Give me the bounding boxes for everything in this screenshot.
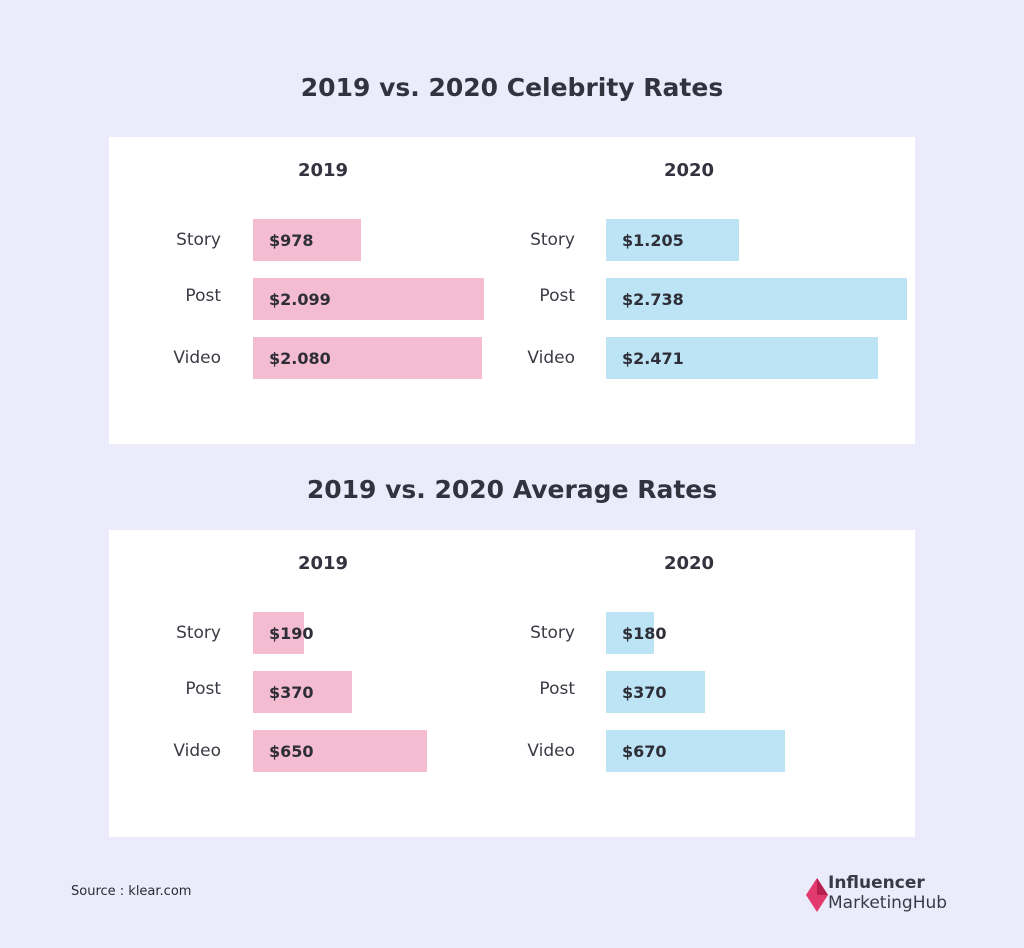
chart-panel-celebrity: 2019 2020 Story Post Video Story Post Vi…	[109, 137, 915, 444]
bar-2020-video: $2.471	[606, 337, 878, 379]
category-label-story: Story	[530, 623, 575, 643]
category-label-post: Post	[185, 679, 221, 699]
category-label-post: Post	[539, 679, 575, 699]
bar-2019-video: $650	[253, 730, 427, 772]
brand-logo: Influencer MarketingHub	[806, 872, 976, 918]
bar-2020-story: $180	[606, 612, 667, 654]
bar-2019-story: $190	[253, 612, 314, 654]
bar-2020-video: $670	[606, 730, 785, 772]
logo-text-influencer: Influencer	[828, 873, 925, 893]
series-label-2020: 2020	[663, 160, 715, 181]
chart-panel-average: 2019 2020 Story Post Video Story Post Vi…	[109, 530, 915, 837]
category-label-video: Video	[173, 741, 221, 761]
source-note: Source : klear.com	[71, 884, 192, 899]
bar-2020-post: $370	[606, 671, 705, 713]
bar-2019-post: $370	[253, 671, 352, 713]
bar-2019-story: $978	[253, 219, 361, 261]
series-label-2020: 2020	[663, 553, 715, 574]
series-label-2019: 2019	[297, 553, 349, 574]
category-label-story: Story	[176, 623, 221, 643]
bar-2020-post: $2.738	[606, 278, 907, 320]
category-label-video: Video	[527, 348, 575, 368]
logo-text-marketinghub: MarketingHub	[828, 893, 948, 913]
chart-title-celebrity: 2019 vs. 2020 Celebrity Rates	[300, 73, 724, 102]
bar-2019-post: $2.099	[253, 278, 484, 320]
chart-title-average: 2019 vs. 2020 Average Rates	[306, 475, 718, 504]
bar-2019-video: $2.080	[253, 337, 482, 379]
category-label-story: Story	[176, 230, 221, 250]
series-label-2019: 2019	[297, 160, 349, 181]
logo-diamond-icon	[806, 878, 828, 912]
category-label-post: Post	[539, 286, 575, 306]
category-label-video: Video	[173, 348, 221, 368]
category-label-video: Video	[527, 741, 575, 761]
bar-2020-story: $1.205	[606, 219, 739, 261]
category-label-story: Story	[530, 230, 575, 250]
category-label-post: Post	[185, 286, 221, 306]
